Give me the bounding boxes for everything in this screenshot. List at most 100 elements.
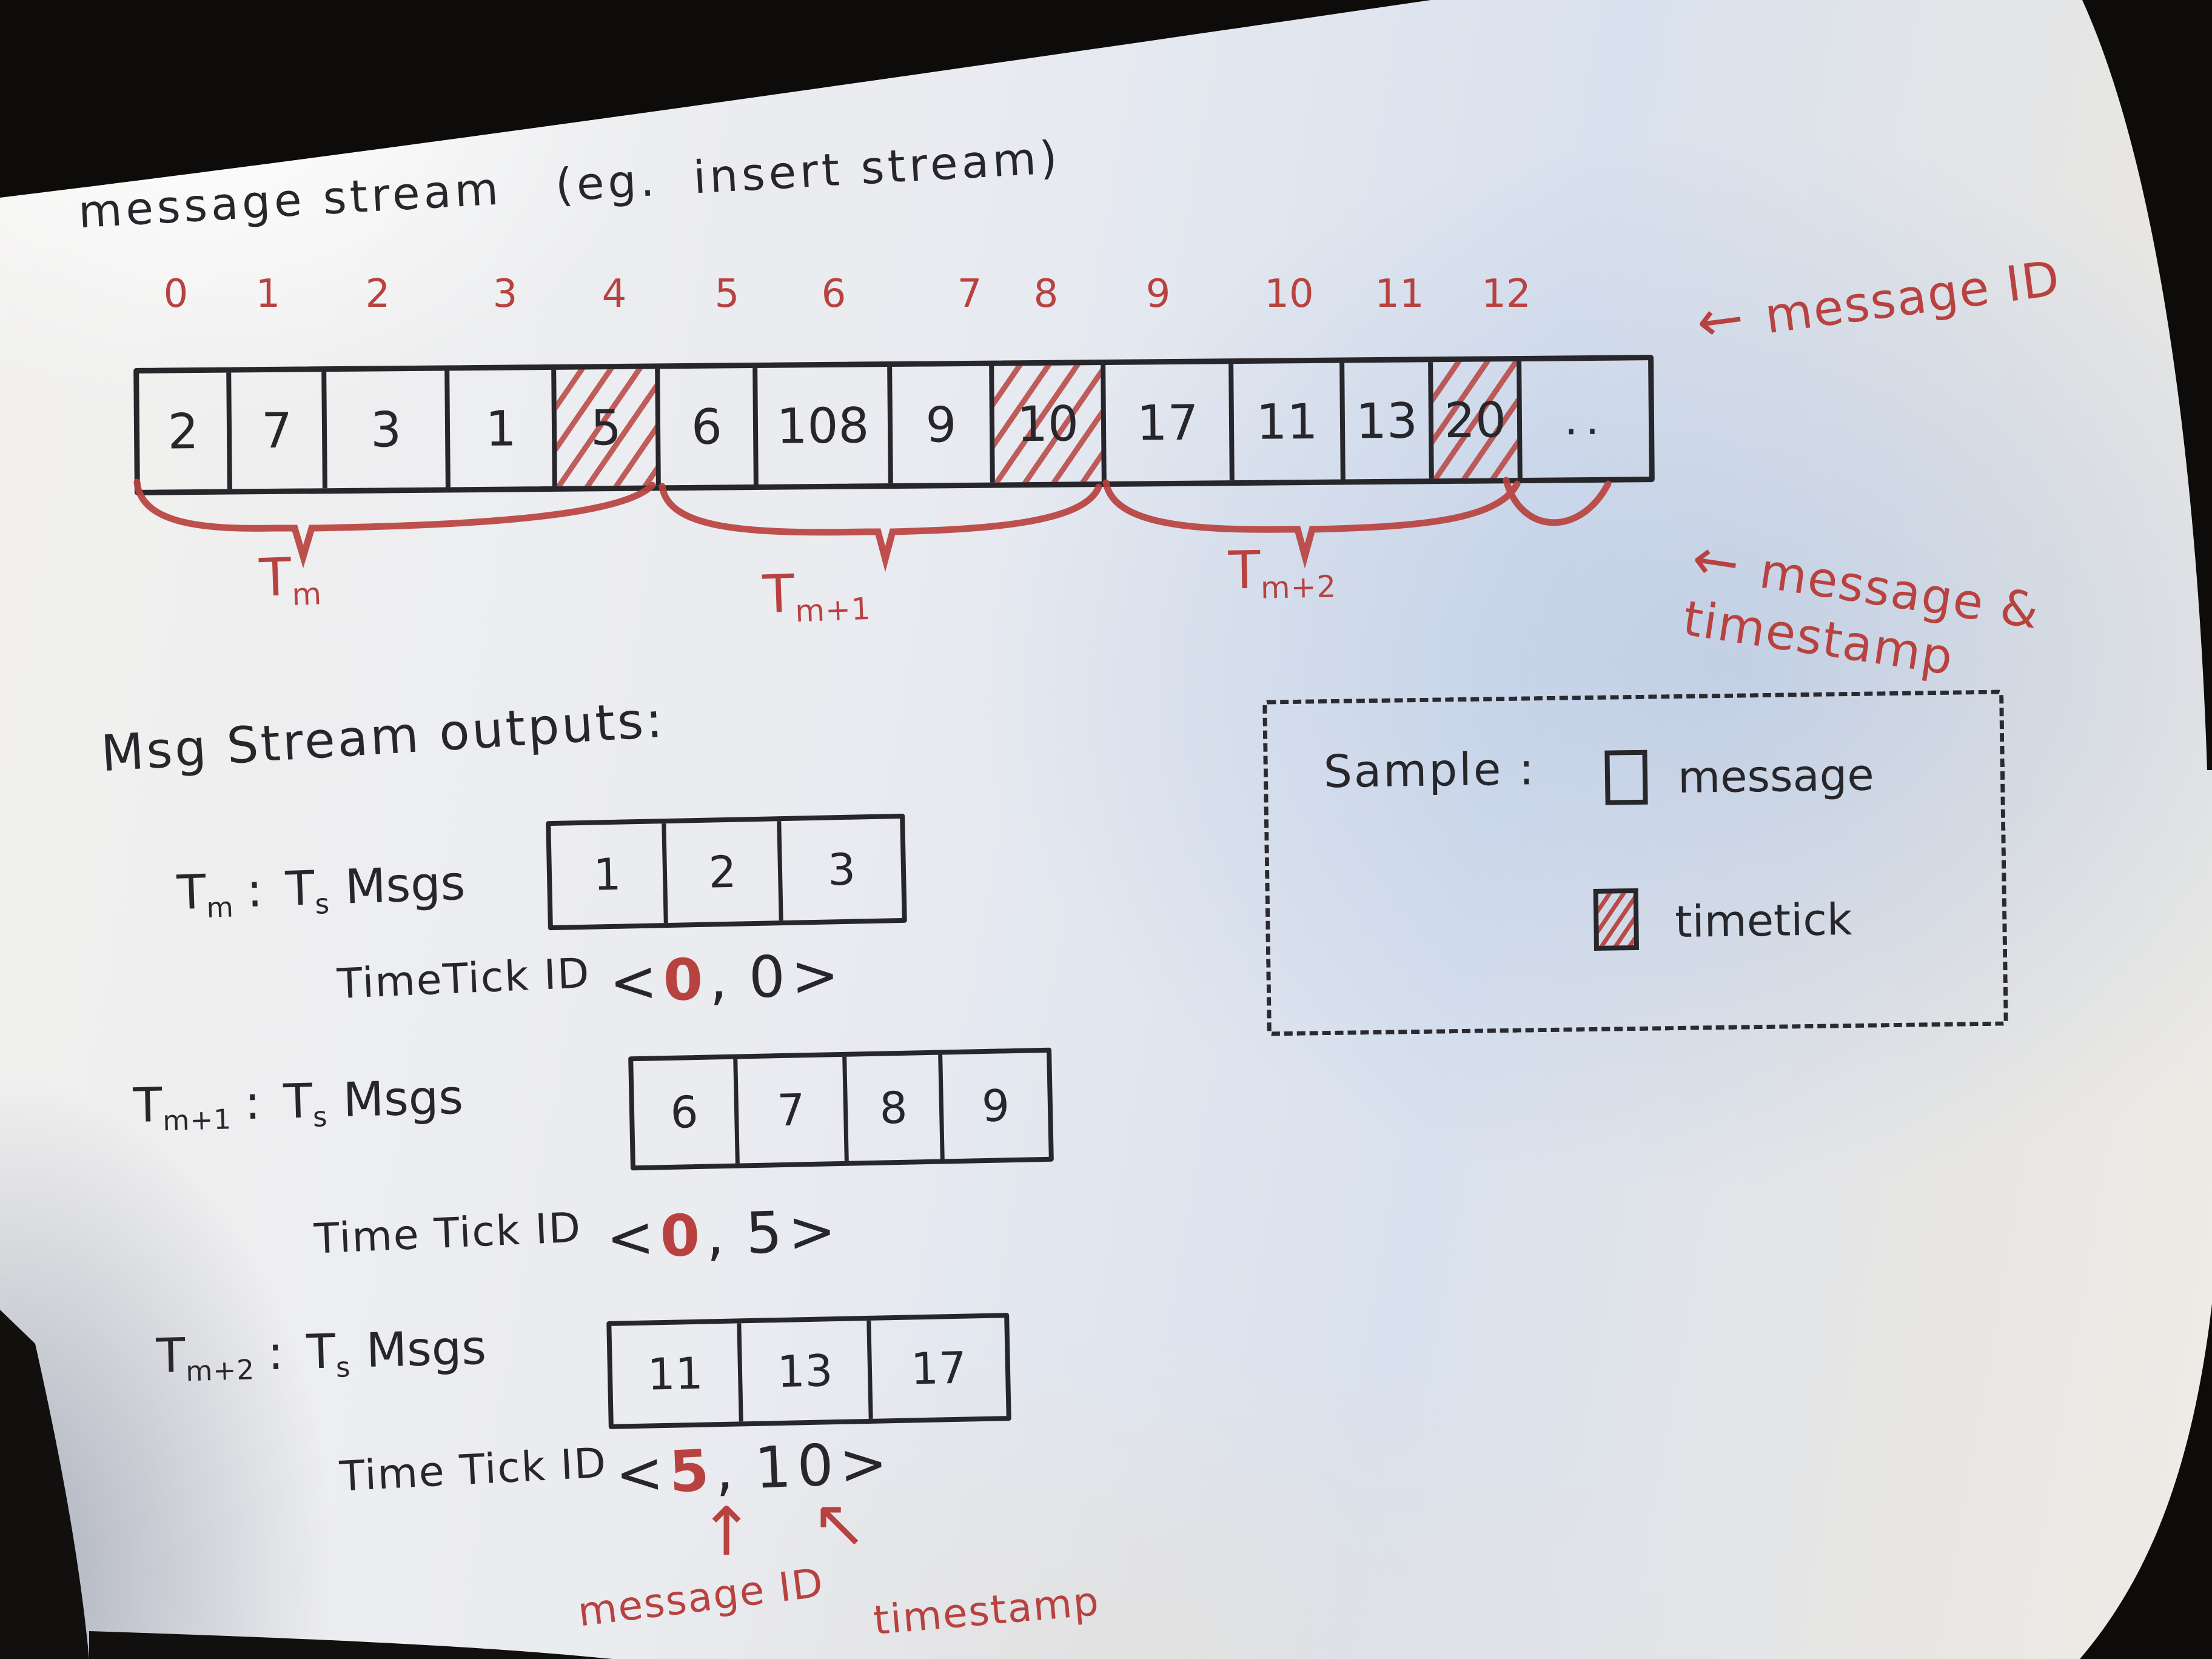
msgs-cell: 7 [737, 1056, 849, 1164]
timetick-message-id: 0 [662, 947, 711, 1014]
angle-close: > [786, 1198, 843, 1266]
array-cell-timetick: 10 [994, 364, 1107, 483]
t-label: T [132, 1078, 163, 1134]
stream-index: 4 [602, 272, 627, 317]
window-label-tm-plus-1: Tm+1 [762, 561, 871, 630]
stream-index: 12 [1481, 272, 1531, 317]
ts-sub: s [335, 1351, 352, 1384]
t-label: T [155, 1328, 186, 1384]
timetick-timestamp: 5 [745, 1199, 789, 1267]
up-arrow-icon: ↑ [699, 1493, 755, 1570]
legend-label-message: message [1677, 749, 1875, 803]
msgs-word: Msgs [344, 856, 466, 915]
window-label-sub: m [291, 576, 323, 612]
ts-label: T [284, 861, 316, 917]
legend-box: Sample : message timetick [1262, 689, 2008, 1036]
msgs-cell: 11 [611, 1323, 743, 1424]
window-label-tm: Tm [258, 546, 323, 613]
ts-sub: s [312, 1101, 329, 1133]
timetick-value-tm: <0, 0> [608, 942, 846, 1016]
timetick-timestamp: 0 [748, 943, 793, 1011]
colon: : [246, 863, 264, 919]
output-row-label-tm-plus-2: Tm+2: Ts Msgs [156, 1321, 487, 1389]
msgs-cell: 13 [741, 1320, 873, 1422]
comma: , [705, 1201, 731, 1269]
output-row-label-tm-plus-1: Tm+1: Ts Msgs [133, 1070, 464, 1138]
timetick-label-tm: TimeTick ID [336, 949, 592, 1009]
angle-open: < [608, 948, 665, 1016]
outputs-heading: Msg Stream outputs: [99, 691, 667, 783]
array-cell: 13 [1344, 362, 1434, 480]
timetick-label-tm-plus-2: Time Tick ID [338, 1439, 608, 1501]
stream-index: 3 [492, 272, 518, 317]
ts-label: T [306, 1324, 337, 1380]
array-cell: 11 [1233, 363, 1346, 481]
ts-sub: s [314, 887, 330, 920]
dark-edge-top-right [2082, 0, 2212, 770]
left-arrow-icon: ← [1692, 284, 1749, 355]
window-label-main: T [258, 546, 293, 609]
stream-index: 7 [957, 272, 982, 317]
array-cell: 1 [449, 369, 557, 488]
comma: , [708, 945, 734, 1013]
array-cell: 7 [231, 372, 327, 489]
msgs-cell: 2 [666, 821, 783, 923]
angle-open: < [614, 1439, 671, 1508]
msgs-cell: 17 [910, 1342, 967, 1395]
array-cell: 3 [326, 370, 451, 489]
array-cell-timetick: 5 [556, 369, 661, 486]
dark-corner-bottom-left [0, 1310, 89, 1659]
stream-index: 9 [1145, 272, 1171, 317]
msgs-cell: 9 [981, 1080, 1010, 1132]
up-left-arrow-icon: ↖ [811, 1484, 868, 1562]
array-cell: 108 [757, 367, 893, 484]
message-stream-array: 2 7 3 1 5 6 108 9 10 17 11 13 20 .. [133, 355, 1655, 495]
stream-index: 11 [1375, 272, 1424, 317]
message-box-icon [1604, 749, 1648, 805]
stream-index: 2 [365, 272, 390, 317]
dark-edge-bottom [89, 1631, 612, 1659]
stream-index: 1 [255, 272, 281, 317]
msgs-word: Msgs [342, 1070, 464, 1128]
ts-label: T [283, 1074, 313, 1130]
t-sub: m+2 [185, 1353, 255, 1388]
timetick-value-tm-plus-1: <0, 5> [605, 1198, 843, 1272]
colon: : [267, 1326, 284, 1381]
msgs-box-tm-plus-2: 11 13 17 [606, 1313, 1011, 1429]
brace-tail-hook [1503, 477, 1612, 526]
array-cell: 6 [660, 367, 759, 486]
stream-index: 10 [1264, 272, 1314, 317]
brace-tm-plus-1 [659, 483, 1102, 572]
legend-title: Sample : [1323, 743, 1537, 799]
page-title: message stream (eg. insert stream) [76, 131, 1062, 239]
angle-open: < [605, 1204, 662, 1272]
msgs-cell: 3 [827, 843, 856, 896]
array-cell: 17 [1105, 364, 1235, 481]
colon: : [244, 1075, 261, 1131]
msgs-box-tm: 1 2 3 [546, 813, 907, 931]
timetick-box-icon [1593, 888, 1640, 951]
msgs-cell: 8 [846, 1054, 945, 1161]
left-arrow-icon: ← [1687, 525, 1745, 597]
msgs-cell: 1 [551, 823, 668, 926]
timetick-message-id: 0 [659, 1202, 708, 1270]
t-label: T [176, 865, 207, 921]
legend-label-timetick: timetick [1674, 894, 1853, 948]
dark-corner-top-left [0, 0, 1431, 198]
angle-close: > [789, 942, 846, 1010]
window-label-sub: m+1 [794, 591, 872, 629]
window-label-tm-plus-2: Tm+2 [1228, 538, 1337, 606]
dark-corner-bottom-right [2080, 1304, 2212, 1659]
window-label-main: T [1228, 540, 1261, 602]
array-cell: 2 [139, 372, 232, 490]
stream-index: 0 [163, 272, 189, 317]
array-cell-timetick: 20 [1433, 361, 1523, 479]
annotation-message-id: ← message ID [1693, 243, 2064, 355]
msgs-word: Msgs [365, 1320, 488, 1379]
window-label-main: T [762, 563, 796, 626]
msgs-box-tm-plus-1: 6 7 8 9 [628, 1047, 1054, 1171]
stream-index: 8 [1033, 272, 1059, 317]
window-label-sub: m+2 [1260, 569, 1337, 606]
t-sub: m [206, 891, 235, 924]
